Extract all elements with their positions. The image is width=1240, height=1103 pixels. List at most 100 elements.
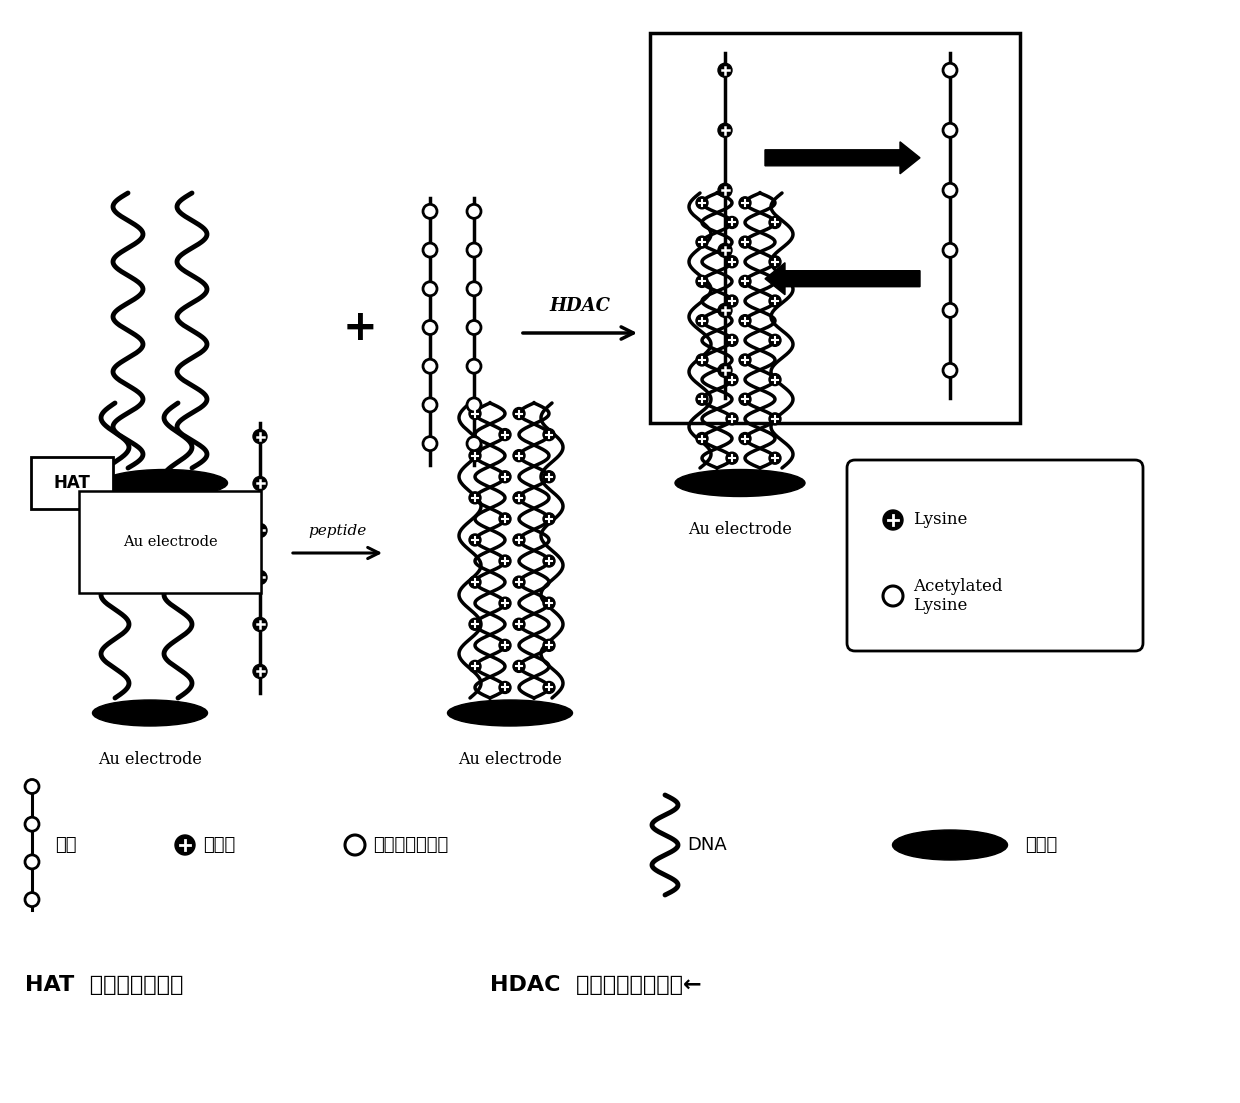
Circle shape bbox=[498, 471, 511, 483]
Circle shape bbox=[769, 452, 781, 464]
Circle shape bbox=[725, 216, 738, 228]
Text: HAT: HAT bbox=[53, 474, 91, 492]
Circle shape bbox=[543, 429, 556, 440]
Circle shape bbox=[423, 321, 436, 334]
Ellipse shape bbox=[893, 829, 1007, 860]
Text: 赖氨酸: 赖氨酸 bbox=[203, 836, 236, 854]
Circle shape bbox=[175, 835, 195, 855]
Circle shape bbox=[883, 586, 903, 606]
Circle shape bbox=[253, 664, 267, 678]
Text: 多肽: 多肽 bbox=[55, 836, 77, 854]
Circle shape bbox=[543, 555, 556, 567]
Circle shape bbox=[513, 534, 525, 546]
Text: Au electrode: Au electrode bbox=[688, 521, 792, 538]
Text: Au electrode: Au electrode bbox=[98, 751, 202, 768]
Circle shape bbox=[718, 303, 732, 318]
Circle shape bbox=[469, 619, 481, 630]
Circle shape bbox=[345, 835, 365, 855]
Circle shape bbox=[696, 354, 708, 366]
Circle shape bbox=[253, 570, 267, 585]
Circle shape bbox=[467, 281, 481, 296]
Circle shape bbox=[725, 452, 738, 464]
Circle shape bbox=[467, 243, 481, 257]
Circle shape bbox=[469, 450, 481, 462]
Circle shape bbox=[543, 640, 556, 651]
Circle shape bbox=[718, 244, 732, 257]
Circle shape bbox=[942, 63, 957, 77]
Circle shape bbox=[725, 334, 738, 346]
Text: Au electrode: Au electrode bbox=[458, 751, 562, 768]
Text: peptide: peptide bbox=[308, 524, 366, 538]
Circle shape bbox=[423, 398, 436, 411]
Circle shape bbox=[942, 303, 957, 318]
Circle shape bbox=[25, 817, 38, 832]
Circle shape bbox=[725, 413, 738, 425]
Circle shape bbox=[696, 394, 708, 405]
Circle shape bbox=[718, 183, 732, 197]
Circle shape bbox=[423, 437, 436, 451]
Circle shape bbox=[739, 314, 751, 326]
Circle shape bbox=[467, 204, 481, 218]
Circle shape bbox=[467, 321, 481, 334]
Circle shape bbox=[696, 196, 708, 208]
Circle shape bbox=[718, 363, 732, 377]
FancyBboxPatch shape bbox=[847, 460, 1143, 651]
Circle shape bbox=[769, 334, 781, 346]
FancyBboxPatch shape bbox=[650, 33, 1021, 422]
Circle shape bbox=[467, 398, 481, 411]
Circle shape bbox=[769, 374, 781, 386]
FancyBboxPatch shape bbox=[31, 457, 113, 508]
Circle shape bbox=[883, 510, 903, 531]
Circle shape bbox=[25, 780, 38, 793]
Circle shape bbox=[498, 513, 511, 525]
Polygon shape bbox=[765, 263, 920, 295]
Circle shape bbox=[253, 476, 267, 491]
Circle shape bbox=[253, 429, 267, 443]
Circle shape bbox=[513, 619, 525, 630]
Circle shape bbox=[25, 892, 38, 907]
Circle shape bbox=[769, 295, 781, 307]
Text: Lysine: Lysine bbox=[913, 512, 967, 528]
Circle shape bbox=[498, 597, 511, 609]
Circle shape bbox=[725, 256, 738, 268]
Ellipse shape bbox=[675, 470, 805, 496]
Circle shape bbox=[696, 236, 708, 248]
Text: Acetylated
Lysine: Acetylated Lysine bbox=[913, 578, 1002, 614]
Circle shape bbox=[423, 204, 436, 218]
Circle shape bbox=[739, 354, 751, 366]
Circle shape bbox=[498, 640, 511, 651]
Circle shape bbox=[739, 236, 751, 248]
Circle shape bbox=[739, 432, 751, 445]
Circle shape bbox=[513, 576, 525, 588]
Circle shape bbox=[696, 276, 708, 288]
Circle shape bbox=[739, 394, 751, 405]
Text: DNA: DNA bbox=[687, 836, 727, 854]
Circle shape bbox=[942, 244, 957, 257]
Circle shape bbox=[543, 471, 556, 483]
Circle shape bbox=[696, 432, 708, 445]
Circle shape bbox=[725, 374, 738, 386]
Circle shape bbox=[769, 216, 781, 228]
Circle shape bbox=[253, 524, 267, 537]
Circle shape bbox=[498, 682, 511, 694]
Circle shape bbox=[423, 243, 436, 257]
Text: HDAC  组蛋白去乙酵化酶←: HDAC 组蛋白去乙酵化酶← bbox=[490, 975, 702, 995]
Circle shape bbox=[942, 183, 957, 197]
Circle shape bbox=[469, 661, 481, 673]
Circle shape bbox=[513, 492, 525, 504]
Circle shape bbox=[469, 534, 481, 546]
Circle shape bbox=[696, 314, 708, 326]
Circle shape bbox=[769, 413, 781, 425]
Circle shape bbox=[725, 295, 738, 307]
Circle shape bbox=[467, 360, 481, 373]
Polygon shape bbox=[765, 142, 920, 174]
Circle shape bbox=[513, 450, 525, 462]
Text: 金电极: 金电极 bbox=[1025, 836, 1058, 854]
Circle shape bbox=[423, 281, 436, 296]
Ellipse shape bbox=[103, 470, 227, 496]
Circle shape bbox=[513, 661, 525, 673]
Circle shape bbox=[253, 618, 267, 631]
Circle shape bbox=[513, 407, 525, 419]
Text: Au electrode: Au electrode bbox=[123, 535, 217, 549]
Circle shape bbox=[942, 363, 957, 377]
